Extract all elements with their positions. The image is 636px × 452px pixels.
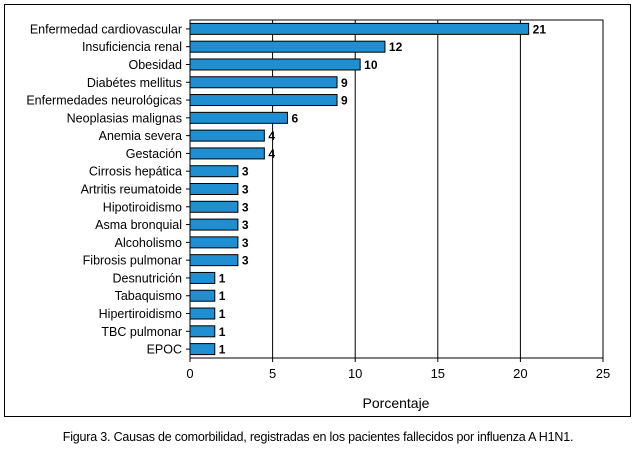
- bars: 21 12 10 9 9 6 4 4 3 3 3 3 3 3 1 1 1 1 1: [189, 22, 547, 357]
- bar: [189, 165, 239, 178]
- data-label: 1: [219, 271, 226, 285]
- data-label: 3: [242, 218, 249, 232]
- data-label: 9: [341, 94, 348, 108]
- category-label: Alcoholismo: [115, 236, 182, 250]
- category-label: Neoplasias malignas: [67, 111, 182, 125]
- category-label: Desnutrición: [113, 271, 183, 285]
- data-label: 9: [341, 76, 348, 90]
- bar: [189, 94, 338, 107]
- data-label: 21: [533, 22, 547, 36]
- gridlines: [272, 20, 521, 358]
- data-label: 3: [242, 236, 249, 250]
- figure-caption: Figura 3. Causas de comorbilidad, regist…: [62, 430, 574, 444]
- category-label: TBC pulmonar: [101, 325, 182, 339]
- category-label: Enfermedad cardiovascular: [30, 22, 182, 36]
- bar: [189, 200, 239, 213]
- data-label: 4: [268, 147, 275, 161]
- axes: 0 5 10 15 20 25 Enfermedad cardiovascular Insuf…: [26, 19, 610, 381]
- data-label: 3: [242, 200, 249, 214]
- chart-frame: [4, 4, 631, 417]
- bar: [189, 289, 216, 302]
- data-label: 4: [268, 129, 275, 143]
- category-label: Asma bronquial: [95, 218, 182, 232]
- data-label: 10: [364, 58, 378, 72]
- data-label: 3: [242, 165, 249, 179]
- data-label: 1: [219, 343, 226, 357]
- bar: [189, 183, 239, 195]
- bar: [189, 307, 216, 320]
- data-label: 1: [219, 289, 226, 303]
- bar: [189, 111, 288, 124]
- bar: [189, 76, 338, 89]
- category-label: Diabétes mellitus: [87, 76, 182, 90]
- category-label: Anemia severa: [99, 129, 182, 143]
- bar: [189, 254, 239, 267]
- x-axis-title: Porcentaje: [363, 395, 430, 411]
- category-label: Hipertiroidismo: [99, 307, 182, 321]
- category-label: Tabaquismo: [115, 289, 182, 303]
- data-label: 6: [291, 111, 298, 125]
- plot-area: [189, 19, 604, 359]
- data-label: 3: [242, 183, 249, 197]
- x-tick-label: 15: [431, 366, 445, 381]
- bar: [189, 325, 216, 338]
- category-label: EPOC: [147, 343, 182, 357]
- data-label: 1: [219, 325, 226, 339]
- category-label: Enfermedades neurológicas: [26, 94, 182, 108]
- bar: [189, 129, 265, 142]
- category-label: Insuficiencia renal: [82, 40, 182, 54]
- bar: [189, 271, 216, 284]
- x-tick-label: 25: [596, 366, 610, 381]
- bar: [189, 343, 216, 356]
- bar: [189, 58, 361, 71]
- bar: [189, 22, 530, 35]
- bar-chart: 21 12 10 9 9 6 4 4 3 3 3 3 3 3 1 1 1 1 1 0 5 10 15 20 25 Enferme…: [26, 19, 610, 411]
- category-label: Artritis reumatoide: [81, 183, 182, 197]
- category-label: Hipotiroidismo: [103, 200, 182, 214]
- bar: [189, 218, 239, 231]
- data-label: 3: [242, 254, 249, 268]
- x-tick-label: 10: [348, 366, 362, 381]
- category-label: Cirrosis hepática: [89, 165, 182, 179]
- bar: [189, 147, 265, 160]
- bar: [189, 236, 239, 249]
- bar: [189, 40, 386, 53]
- data-label: 1: [219, 307, 226, 321]
- x-tick-label: 20: [513, 366, 527, 381]
- data-label: 12: [389, 40, 403, 54]
- category-label: Obesidad: [128, 58, 182, 72]
- x-tick-label: 0: [186, 366, 193, 381]
- category-label: Gestación: [126, 147, 182, 161]
- category-label: Fibrosis pulmonar: [83, 254, 182, 268]
- x-tick-label: 5: [269, 366, 276, 381]
